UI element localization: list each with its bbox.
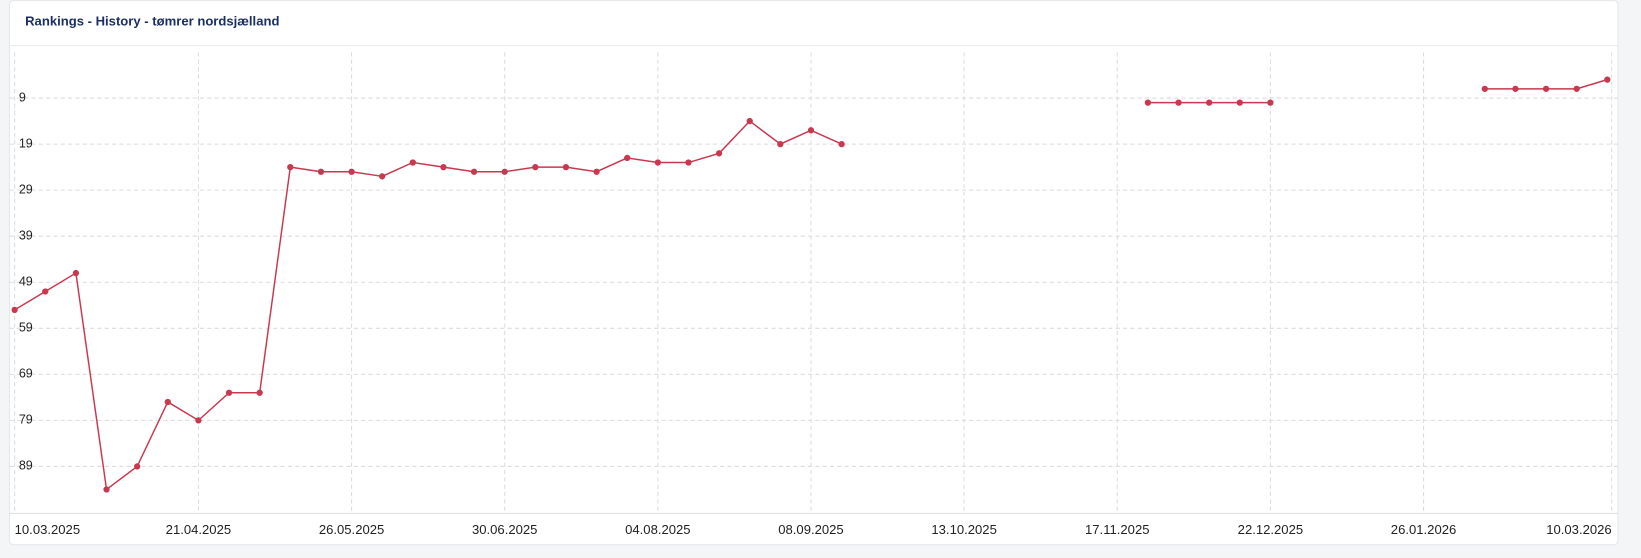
data-point (593, 168, 600, 175)
data-point (1542, 85, 1550, 92)
data-point (287, 163, 294, 171)
y-tick-label: 29 (19, 182, 33, 196)
data-point (42, 288, 49, 295)
data-point (409, 159, 416, 166)
data-point (470, 168, 478, 175)
y-tick-label: 69 (19, 367, 33, 381)
data-point (624, 154, 631, 162)
data-point (1236, 99, 1243, 106)
y-tick-label: 39 (19, 229, 33, 243)
data-point (348, 168, 355, 175)
data-point (532, 163, 539, 171)
x-tick-label: 04.08.2025 (625, 522, 690, 537)
y-tick-label: 79 (19, 413, 33, 427)
card-title: Rankings - History - tømrer nordsjælland (25, 14, 279, 29)
data-point (134, 463, 141, 470)
data-point (1481, 85, 1488, 92)
data-point (103, 486, 110, 493)
card-background (8, 0, 1619, 546)
y-tick-label: 59 (19, 321, 33, 335)
x-tick-label: 10.03.2026 (1546, 522, 1611, 537)
data-point (562, 163, 570, 171)
data-point (1175, 99, 1182, 106)
x-tick-label: 08.09.2025 (778, 522, 843, 537)
data-point (440, 163, 447, 171)
data-point (256, 389, 263, 396)
y-tick-label: 49 (19, 275, 33, 289)
plot: 9 19 29 39 49 59 69 79 89 10.03.2025 21.04.2025 26.… (9, 52, 1618, 537)
data-point (11, 306, 18, 314)
data-point (838, 140, 845, 148)
data-point (317, 168, 325, 175)
x-tick-label: 21.04.2025 (166, 522, 231, 537)
x-tick-label: 26.01.2026 (1391, 522, 1456, 537)
data-point (654, 159, 661, 166)
data-point (1573, 85, 1580, 92)
data-point (501, 168, 508, 175)
data-point (1267, 99, 1274, 106)
data-point (225, 389, 233, 396)
x-tick-label: 10.03.2025 (15, 522, 80, 537)
data-point (1604, 76, 1611, 83)
x-tick-label: 30.06.2025 (472, 522, 537, 537)
data-point (164, 398, 171, 406)
data-point (777, 140, 784, 148)
data-point (1144, 99, 1152, 106)
x-tick-label: 22.12.2025 (1238, 522, 1303, 537)
x-tick-label: 13.10.2025 (931, 522, 996, 537)
data-point (1512, 85, 1519, 92)
x-tick-label: 17.11.2025 (1085, 522, 1149, 537)
data-point (72, 269, 80, 277)
y-tick-label: 19 (19, 136, 33, 150)
data-point (685, 159, 692, 166)
data-point (379, 173, 386, 180)
data-point (195, 417, 202, 424)
x-tick-label: 26.05.2025 (319, 522, 384, 537)
y-tick-label: 9 (19, 90, 26, 104)
data-point (1206, 99, 1213, 106)
data-point (807, 127, 815, 134)
y-tick-label: 89 (19, 459, 33, 473)
data-point (746, 117, 753, 125)
data-point (715, 150, 723, 157)
